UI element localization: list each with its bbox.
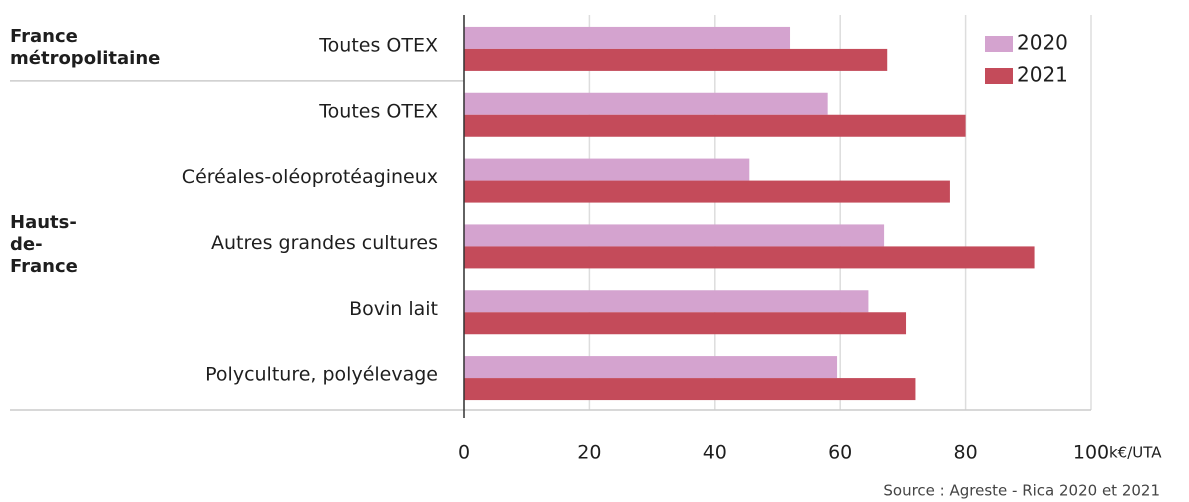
bar [464, 158, 750, 181]
bar [464, 312, 907, 335]
bar [464, 224, 885, 247]
bar [464, 26, 791, 49]
category-label: Céréales-oléoprotéagineux [182, 166, 438, 188]
bar [464, 114, 966, 137]
group-label: Hauts-de-France [10, 212, 78, 278]
bar [464, 378, 916, 401]
x-tick-label: 0 [458, 442, 470, 464]
legend-label: 2020 [1017, 31, 1068, 55]
x-axis-unit: k€/UTA [1109, 444, 1162, 462]
category-label: Toutes OTEX [318, 100, 438, 122]
legend-swatch [985, 68, 1013, 84]
source: Source : Agreste - Rica 2020 et 2021 [883, 482, 1160, 500]
x-tick-label: 20 [577, 442, 601, 464]
bar [464, 180, 950, 203]
x-tick-label: 60 [828, 442, 852, 464]
group-label: France métropolitaine [10, 25, 161, 69]
bar [464, 356, 838, 379]
bar [464, 246, 1035, 269]
x-tick-label: 100 [1073, 442, 1109, 464]
x-tick-label: 80 [954, 442, 978, 464]
category-label: Bovin lait [349, 298, 438, 320]
category-label: Polyculture, polyélevage [205, 364, 438, 386]
legend-swatch [985, 36, 1013, 52]
legend-label: 2021 [1017, 63, 1068, 87]
bar [464, 92, 828, 115]
category-label: Autres grandes cultures [211, 232, 438, 254]
bar [464, 48, 888, 71]
x-tick-label: 40 [703, 442, 727, 464]
bar [464, 290, 869, 313]
category-label: Toutes OTEX [318, 34, 438, 56]
